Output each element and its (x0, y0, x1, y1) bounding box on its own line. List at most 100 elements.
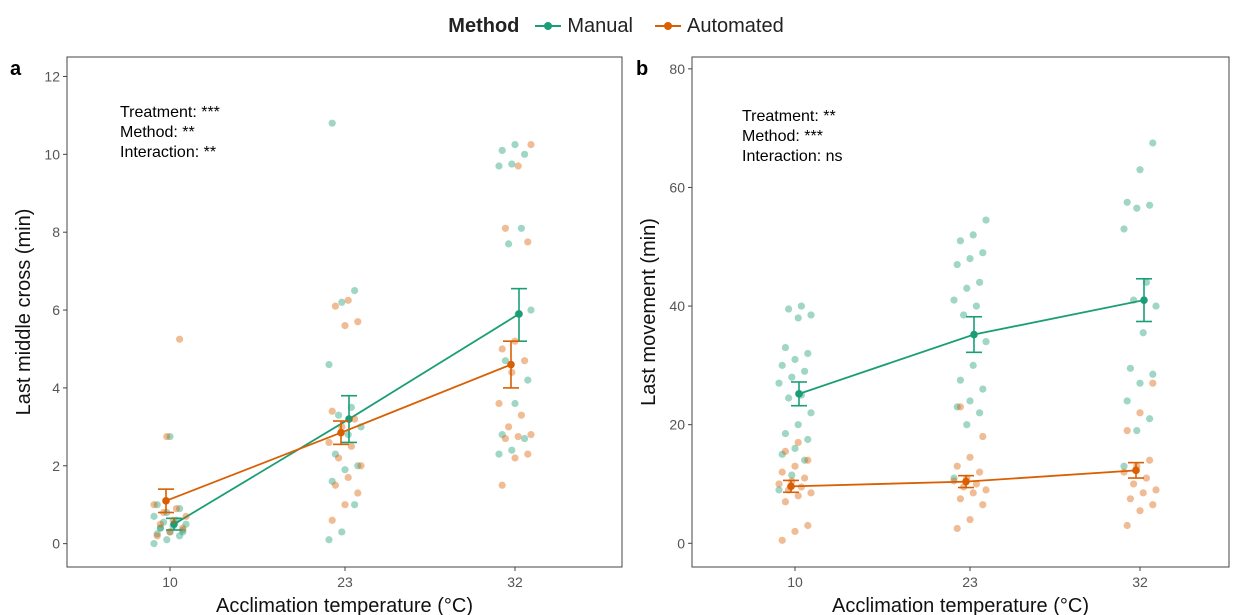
y-tick-label: 20 (669, 417, 685, 433)
data-point (956, 376, 965, 384)
data-point (521, 434, 529, 443)
data-point (956, 403, 965, 411)
data-point (156, 524, 164, 532)
legend-key-manual (535, 22, 562, 30)
mean-point (1132, 466, 1140, 475)
data-point (524, 238, 532, 246)
y-tick-label: 0 (677, 535, 685, 551)
data-point (325, 360, 333, 369)
y-axis-label: Last middle cross (min) (13, 209, 35, 416)
data-point (791, 355, 799, 364)
data-point (325, 536, 333, 544)
data-point (794, 314, 802, 322)
data-point (150, 501, 158, 509)
legend: Method Manual Automated (0, 10, 1244, 42)
data-point (357, 462, 365, 470)
data-point (785, 305, 793, 313)
data-point (150, 512, 158, 520)
data-point (176, 505, 184, 513)
stat-annotation: Method: *** (742, 128, 823, 145)
data-point (501, 434, 509, 443)
data-point (335, 411, 343, 419)
data-point (953, 524, 961, 533)
data-point (966, 397, 974, 405)
data-point (338, 528, 346, 536)
data-point (791, 462, 799, 470)
data-point (354, 318, 362, 326)
data-point (508, 160, 516, 168)
data-point (511, 399, 519, 408)
data-point (344, 296, 352, 304)
data-point (778, 361, 786, 369)
data-point (1142, 474, 1150, 482)
data-point (1152, 302, 1160, 310)
data-point (1120, 462, 1128, 470)
data-point (514, 162, 522, 170)
mean-point (162, 497, 170, 505)
data-point (527, 306, 535, 314)
data-point (775, 486, 783, 494)
data-point (807, 409, 815, 417)
data-point (501, 357, 509, 365)
data-point (963, 421, 971, 429)
data-point (501, 224, 509, 232)
panel-frame (691, 56, 1230, 568)
data-point (953, 403, 961, 411)
data-point (331, 481, 339, 489)
data-point (505, 240, 513, 248)
data-point (166, 528, 174, 536)
data-point (1123, 198, 1131, 206)
x-tick-label: 10 (787, 574, 803, 590)
panel-label: b (636, 58, 648, 80)
data-point (338, 298, 346, 306)
data-point (524, 376, 532, 384)
data-point (788, 471, 796, 479)
data-point (179, 524, 187, 532)
data-point (791, 444, 799, 452)
mean-point (337, 428, 345, 437)
data-point (972, 302, 981, 310)
series-line (798, 299, 1145, 395)
y-tick-label: 80 (669, 61, 685, 77)
data-point (960, 311, 968, 319)
data-point (1136, 166, 1144, 174)
data-point (153, 501, 161, 509)
panel-label: a (10, 58, 22, 80)
mean-point (970, 330, 978, 339)
data-point (1130, 480, 1138, 488)
data-point (521, 357, 529, 365)
y-tick-label: 40 (669, 298, 685, 314)
data-point (781, 429, 790, 438)
data-point (347, 442, 355, 450)
data-point (511, 140, 519, 149)
mean-point (962, 477, 970, 486)
stat-annotation: Interaction: ns (742, 148, 843, 165)
data-point (982, 216, 990, 224)
data-point (976, 278, 984, 286)
data-point (979, 385, 987, 393)
data-point (801, 456, 809, 464)
data-point (331, 302, 339, 310)
data-point (979, 501, 987, 509)
data-point (950, 296, 958, 304)
data-point (966, 255, 974, 263)
x-axis-label: Acclimation temperature (°C) (832, 595, 1089, 615)
mean-point (170, 520, 178, 528)
data-point (953, 260, 961, 269)
data-point (328, 407, 336, 415)
data-point (969, 231, 977, 239)
data-point (498, 345, 506, 353)
stat-annotation: Interaction: ** (120, 144, 216, 161)
data-point (966, 453, 974, 461)
data-point (785, 394, 793, 402)
data-point (179, 526, 187, 534)
data-point (160, 518, 168, 526)
data-point (325, 438, 333, 447)
data-point (344, 473, 352, 482)
data-point (163, 432, 171, 441)
data-point (524, 450, 532, 458)
data-point (335, 454, 343, 462)
legend-title: Method (448, 14, 520, 37)
data-point (1139, 329, 1147, 337)
data-point (976, 468, 984, 476)
